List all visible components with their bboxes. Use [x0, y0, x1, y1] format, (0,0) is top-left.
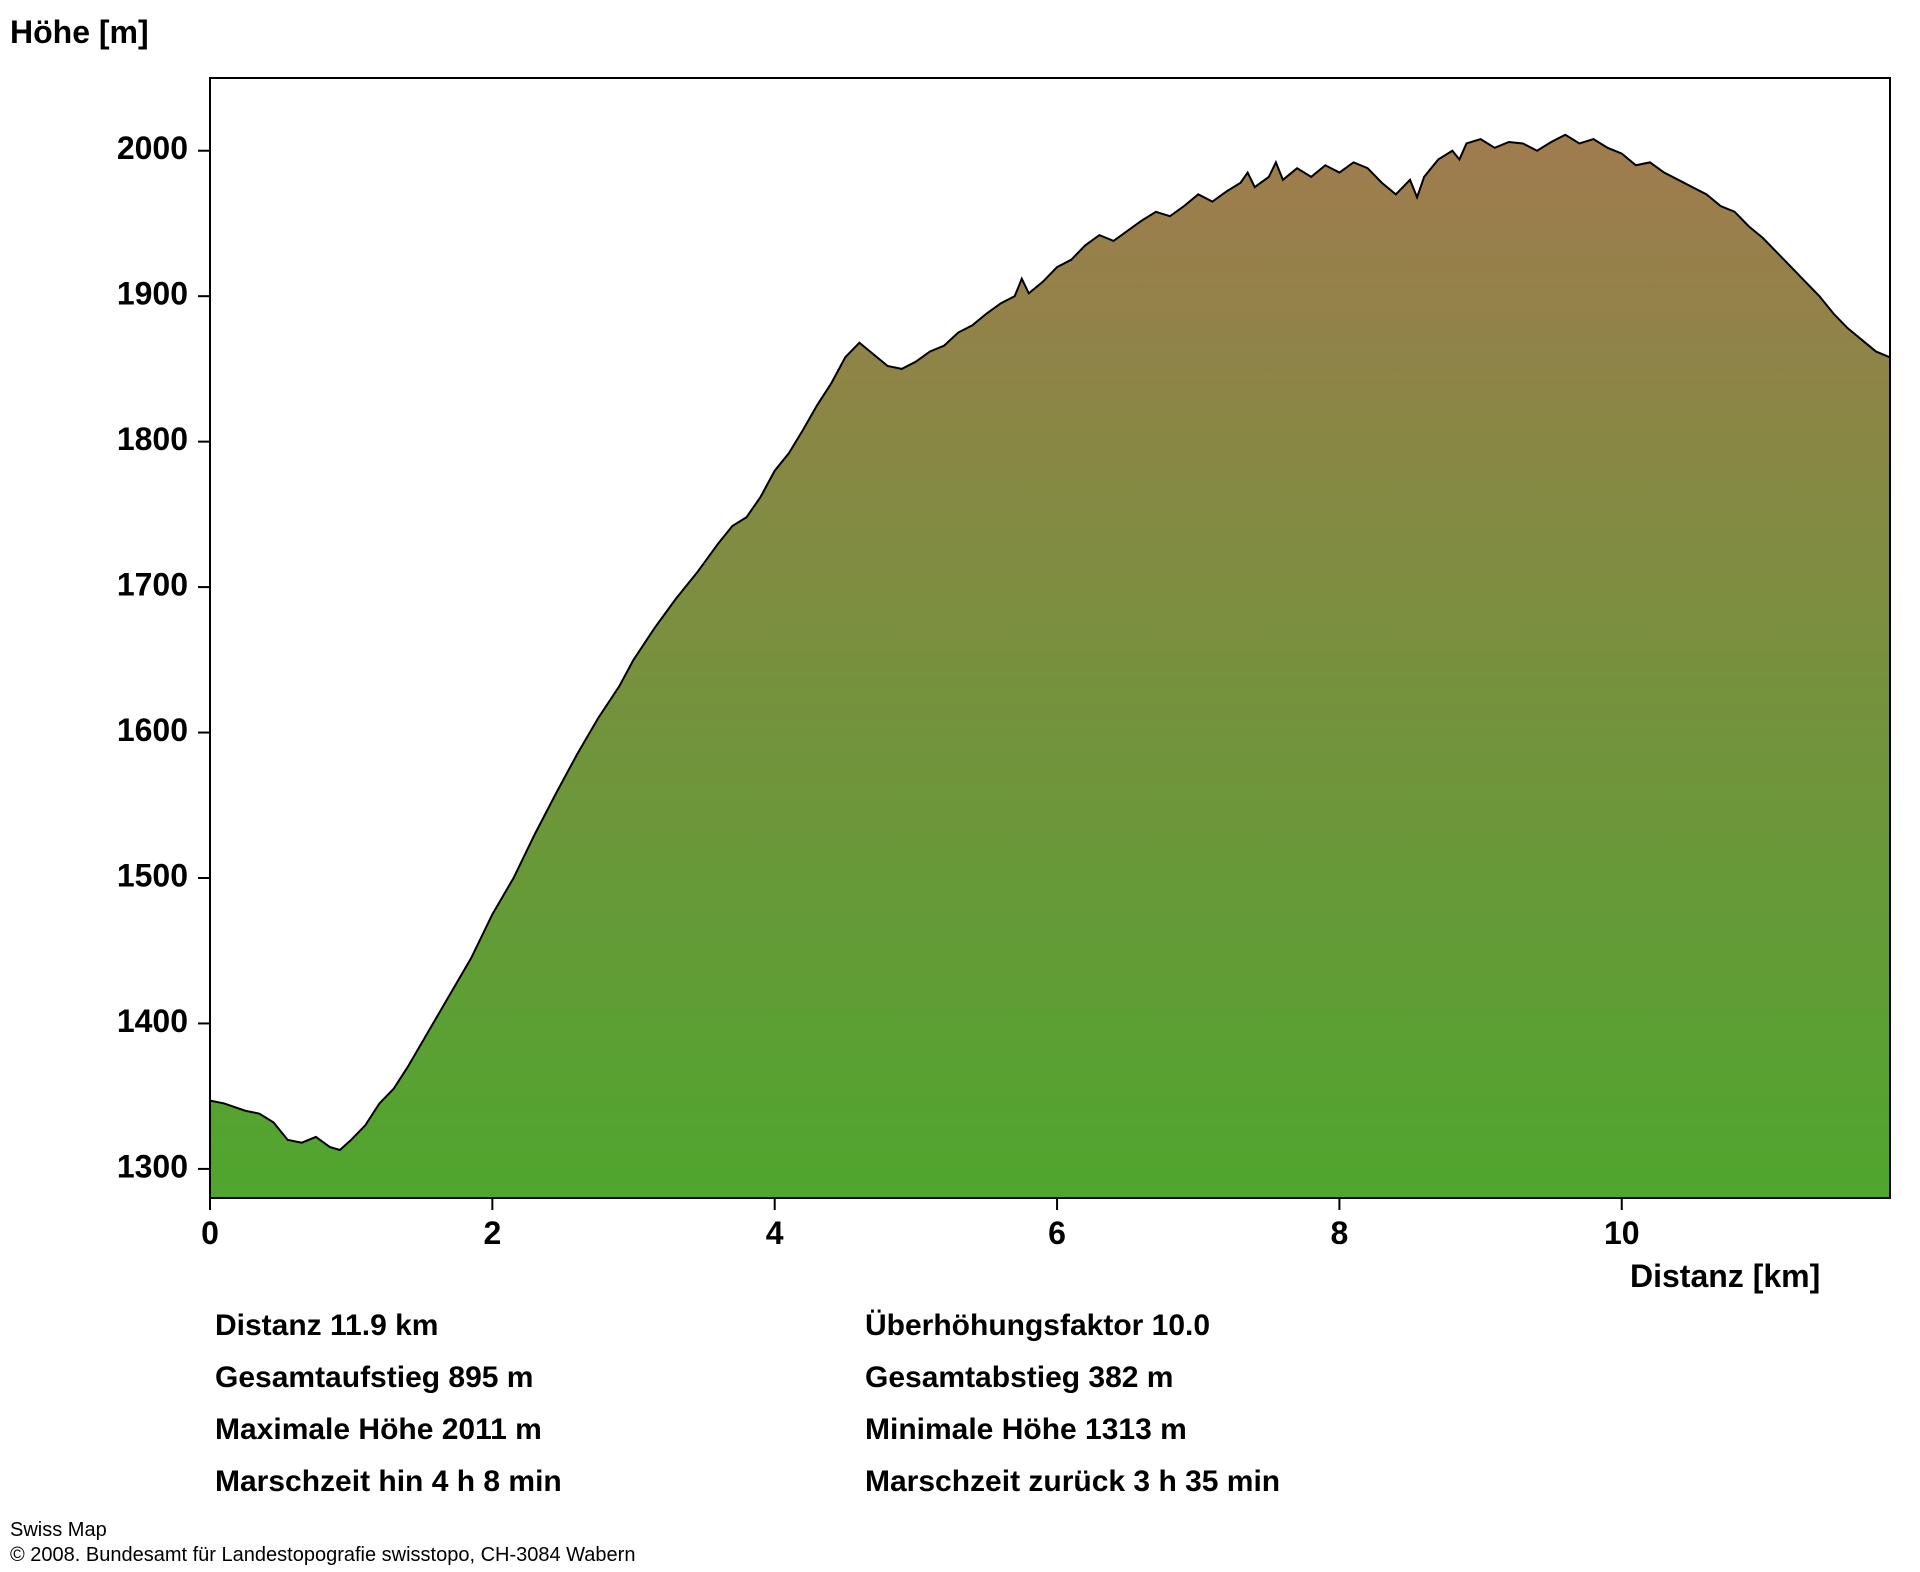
- stat-left-1: Gesamtaufstieg 895 m: [215, 1352, 533, 1403]
- svg-text:8: 8: [1331, 1215, 1349, 1251]
- x-axis-title: Distanz [km]: [1630, 1258, 1820, 1295]
- stat-left-2: Maximale Höhe 2011 m: [215, 1404, 542, 1455]
- stat-right-1: Gesamtabstieg 382 m: [865, 1352, 1173, 1403]
- svg-text:1700: 1700: [117, 567, 188, 603]
- svg-text:1900: 1900: [117, 276, 188, 312]
- svg-text:1600: 1600: [117, 712, 188, 748]
- svg-text:0: 0: [201, 1215, 219, 1251]
- elevation-chart: 1300 1400 1500 1600 1700 1800 1900 2000 0 2 4 6 8 10: [90, 0, 1920, 1318]
- svg-text:1300: 1300: [117, 1148, 188, 1184]
- footer: Swiss Map © 2008. Bundesamt für Landesto…: [10, 1518, 635, 1568]
- page-root: Höhe [m] 1300140015001600170018001900200…: [0, 0, 1920, 1572]
- svg-text:2000: 2000: [117, 130, 188, 166]
- svg-text:10: 10: [1604, 1215, 1640, 1251]
- stat-right-0: Überhöhungsfaktor 10.0: [865, 1300, 1210, 1351]
- svg-text:1400: 1400: [117, 1003, 188, 1039]
- svg-text:1800: 1800: [117, 421, 188, 457]
- svg-text:1500: 1500: [117, 857, 188, 893]
- footer-line2: © 2008. Bundesamt für Landestopografie s…: [10, 1543, 635, 1568]
- svg-text:4: 4: [766, 1215, 784, 1251]
- stat-left-0: Distanz 11.9 km: [215, 1300, 438, 1351]
- stat-left-3: Marschzeit hin 4 h 8 min: [215, 1456, 562, 1507]
- svg-text:6: 6: [1048, 1215, 1066, 1251]
- chart-container: 1300 1400 1500 1600 1700 1800 1900 2000 0 2 4 6 8 10: [90, 0, 1920, 1323]
- svg-text:2: 2: [483, 1215, 501, 1251]
- stat-right-3: Marschzeit zurück 3 h 35 min: [865, 1456, 1280, 1507]
- stat-right-2: Minimale Höhe 1313 m: [865, 1404, 1187, 1455]
- footer-line1: Swiss Map: [10, 1518, 635, 1543]
